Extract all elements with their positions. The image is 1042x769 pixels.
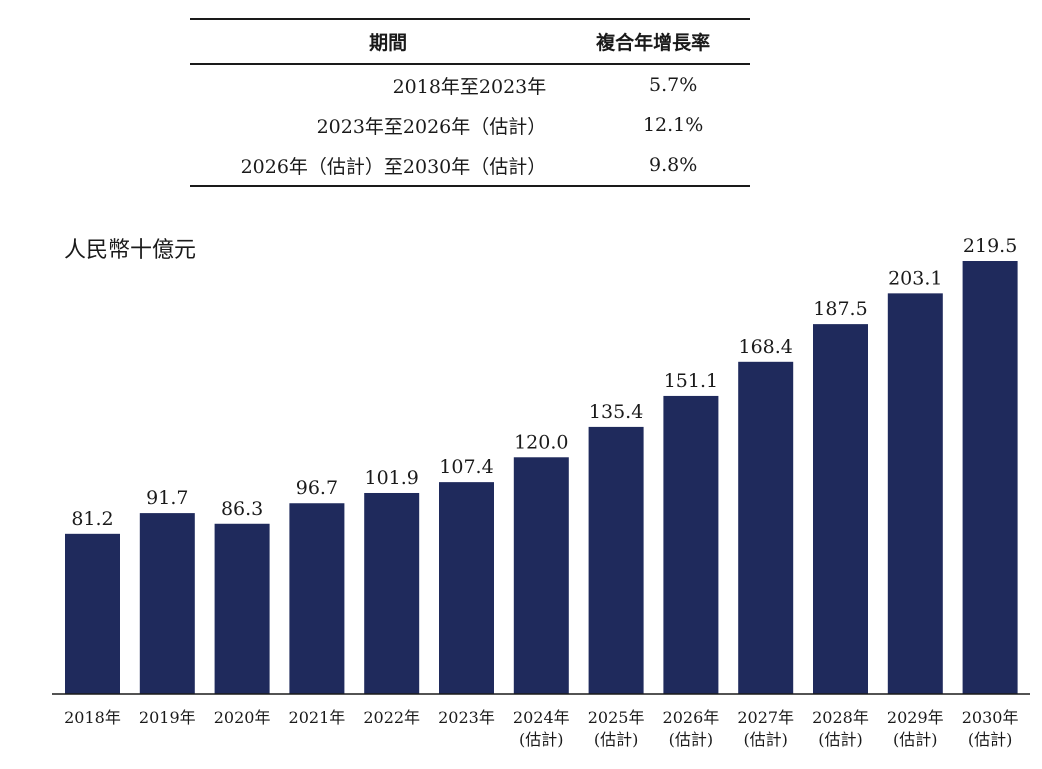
bar-value-label: 81.2 [71, 508, 113, 530]
row-cagr: 9.8% [556, 145, 750, 187]
x-tick-label: 2018年 [64, 708, 121, 727]
row-period: 2023年至2026年（估計） [316, 115, 547, 138]
x-tick-label: 2028年 [812, 708, 869, 727]
bar-value-label: 187.5 [813, 298, 867, 320]
table-row: 2023年至2026年（估計） 12.1% [190, 105, 750, 145]
row-period: 2026年（估計）至2030年（估計） [190, 145, 557, 187]
x-tick-label: 2023年 [438, 708, 495, 727]
bar [65, 533, 120, 694]
bar-value-label: 120.0 [514, 431, 568, 453]
bar [139, 513, 195, 694]
row-period: 2018年至2023年 [392, 75, 547, 98]
bar-value-label: 86.3 [221, 498, 263, 520]
bar [364, 492, 420, 694]
bar-value-label: 203.1 [888, 267, 942, 289]
bar [214, 523, 270, 694]
bar [962, 261, 1018, 694]
table-header-row: 期間 複合年增長率 [190, 19, 750, 65]
cagr-table: 期間 複合年增長率 2018年至2023年 5.7% 2023年至2026年（估… [190, 18, 750, 187]
bar [887, 293, 943, 694]
x-tick-label: 2027年 [737, 708, 794, 727]
x-tick-label: 2029年 [887, 708, 944, 727]
row-cagr: 5.7% [649, 74, 698, 96]
x-tick-label: (估計) [893, 730, 938, 749]
bar-value-label: 135.4 [589, 401, 643, 423]
bar-value-label: 96.7 [296, 477, 338, 499]
x-tick-label: 2022年 [363, 708, 420, 727]
bar-value-label: 107.4 [439, 456, 493, 478]
header-period: 期間 [190, 19, 557, 65]
x-tick-label: (估計) [669, 730, 714, 749]
row-cagr: 12.1% [642, 114, 704, 136]
header-cagr: 複合年增長率 [556, 19, 750, 65]
x-tick-label: 2021年 [289, 708, 346, 727]
bar-value-label: 91.7 [146, 487, 188, 509]
table-row: 2026年（估計）至2030年（估計） 9.8% [190, 145, 750, 187]
table-row: 2018年至2023年 5.7% [190, 64, 750, 105]
bar [289, 503, 345, 694]
bar [439, 482, 494, 694]
x-tick-label: (估計) [968, 730, 1013, 749]
bar-value-label: 101.9 [364, 467, 418, 489]
bars-layer: 81.2 2018年 91.7 2019年 86.3 2020年 96.7 2021年 101.… [64, 235, 1018, 749]
x-tick-label: (估計) [594, 730, 639, 749]
bar-value-label: 168.4 [738, 336, 792, 358]
x-tick-label: (估計) [818, 730, 863, 749]
x-tick-label: 2019年 [139, 708, 196, 727]
x-tick-label: (估計) [519, 730, 564, 749]
x-tick-label: 2030年 [962, 708, 1019, 727]
bar [738, 361, 794, 694]
x-tick-label: (估計) [743, 730, 788, 749]
bar-value-label: 151.1 [664, 370, 718, 392]
x-tick-label: 2020年 [214, 708, 271, 727]
bar [813, 324, 868, 694]
bar [663, 395, 719, 694]
x-tick-label: 2025年 [588, 708, 645, 727]
unit-label: 人民幣十億元 [64, 238, 197, 263]
bar [588, 426, 644, 694]
bar [513, 457, 569, 694]
x-tick-label: 2024年 [513, 708, 570, 727]
bar-value-label: 219.5 [963, 235, 1017, 257]
x-tick-label: 2026年 [663, 708, 720, 727]
